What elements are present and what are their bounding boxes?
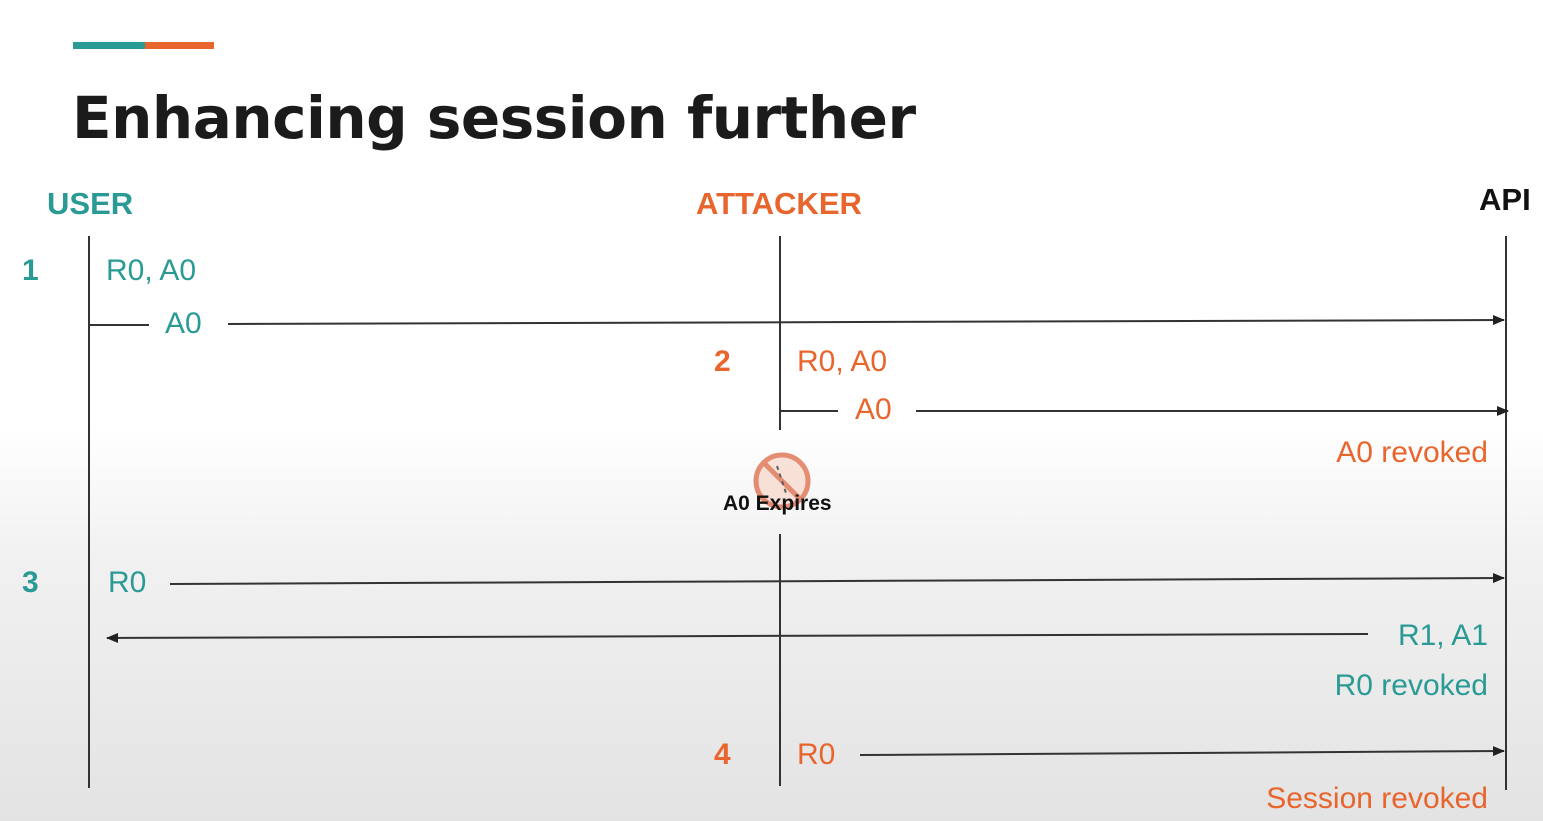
step2-result: A0 revoked — [1336, 436, 1488, 469]
step1-arrow — [227, 315, 1505, 326]
step4-arrow — [859, 746, 1505, 757]
step3-result: R0 revoked — [1334, 669, 1488, 702]
lane-header-attacker: ATTACKER — [696, 186, 862, 221]
prohibited-icon — [753, 452, 811, 510]
step-number-4: 4 — [714, 738, 731, 771]
step-number-2: 2 — [714, 345, 731, 378]
step-number-3: 3 — [22, 566, 39, 599]
step4-result: Session revoked — [1266, 782, 1488, 815]
lane-header-api: API — [1479, 182, 1531, 217]
expiry-label: A0 Expires — [723, 492, 832, 515]
slide-title: Enhancing session further — [72, 84, 916, 152]
accent-bar-orange — [145, 42, 214, 49]
step2-message: A0 — [855, 393, 892, 426]
step-number-1: 1 — [22, 254, 39, 287]
step2-tokens: R0, A0 — [797, 345, 888, 378]
lane-header-user: USER — [47, 186, 134, 221]
accent-bar-teal — [73, 42, 145, 49]
step1-tokens: R0, A0 — [106, 254, 197, 287]
step3-request-arrow — [169, 573, 1505, 585]
step3-response: R1, A1 — [1397, 619, 1488, 652]
step4-message: R0 — [797, 738, 836, 771]
step3-response-arrow — [106, 632, 1369, 643]
step3-message: R0 — [108, 566, 147, 599]
step1-message: A0 — [165, 307, 202, 340]
